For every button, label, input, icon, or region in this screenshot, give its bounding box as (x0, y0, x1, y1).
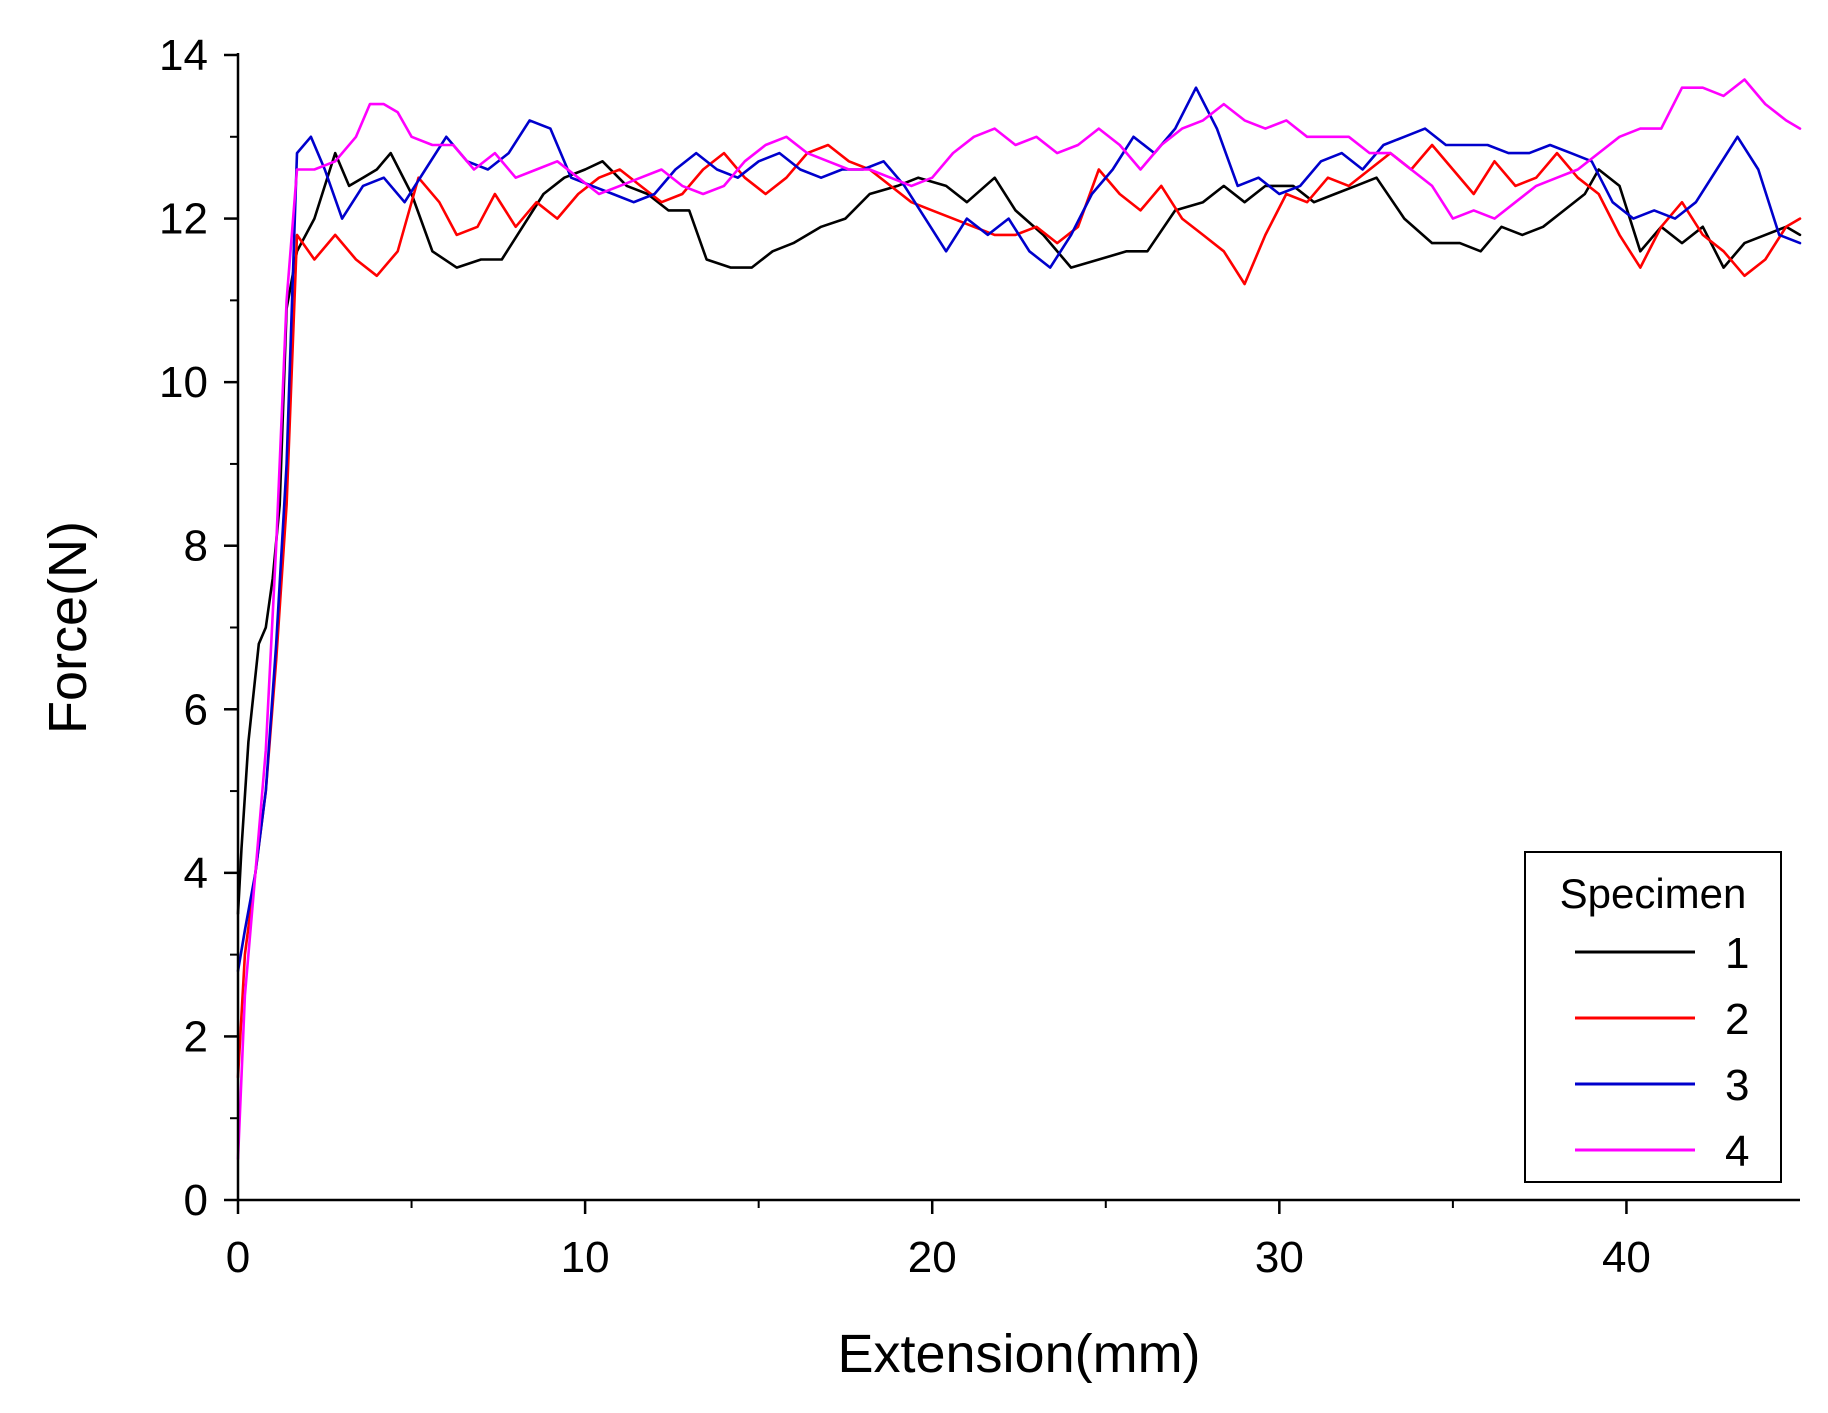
y-tick-label: 6 (184, 685, 208, 734)
series-layer (236, 78, 1802, 1161)
legend-label-1: 1 (1725, 929, 1749, 978)
legend-label-4: 4 (1725, 1127, 1749, 1176)
y-tick-label: 8 (184, 522, 208, 571)
legend-label-3: 3 (1725, 1061, 1749, 1110)
x-tick-label: 40 (1602, 1233, 1651, 1282)
series-line-4 (236, 78, 1802, 1161)
x-axis-title: Extension(mm) (837, 1324, 1200, 1384)
y-tick-label: 10 (159, 358, 208, 407)
x-tick-label: 10 (561, 1233, 610, 1282)
x-tick-label: 30 (1255, 1233, 1304, 1282)
y-tick-label: 0 (184, 1176, 208, 1225)
legend-label-2: 2 (1725, 995, 1749, 1044)
y-tick-label: 4 (184, 849, 208, 898)
series-line-3 (236, 86, 1802, 973)
x-tick-label: 20 (908, 1233, 957, 1282)
y-axis-title: Force(N) (38, 521, 98, 734)
y-tick-label: 2 (184, 1012, 208, 1061)
y-tick-label: 12 (159, 195, 208, 244)
x-tick-label: 0 (226, 1233, 250, 1282)
legend: Specimen 1 2 3 4 (1524, 851, 1782, 1183)
legend-title: Specimen (1560, 870, 1747, 917)
series-line-1 (236, 151, 1802, 916)
y-tick-label: 14 (159, 31, 208, 80)
